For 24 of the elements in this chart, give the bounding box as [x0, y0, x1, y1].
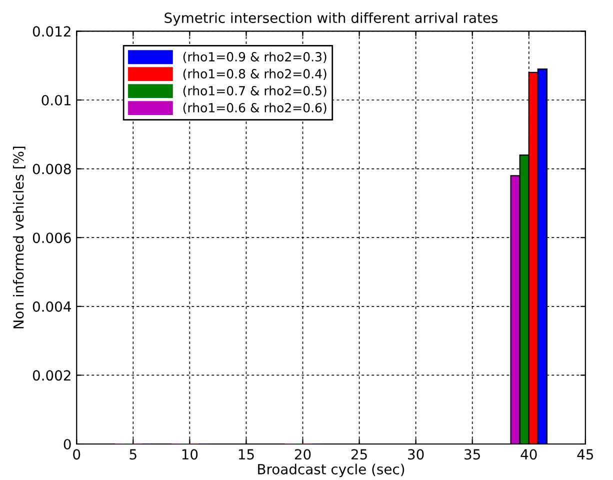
x-tick-label: 0 — [73, 449, 80, 460]
y-axis-title: Non informed vehicles [%] — [13, 146, 26, 328]
x-tick-label: 10 — [182, 449, 198, 460]
y-tick-label: 0.01 — [42, 94, 70, 106]
y-tick-label: 0.012 — [32, 26, 70, 37]
x-tick-label: 15 — [238, 449, 254, 460]
chart-title: Symetric intersection with different arrival rates — [164, 12, 498, 26]
x-tick-label: 35 — [464, 449, 480, 460]
x-tick-label: 30 — [408, 449, 424, 460]
y-tick-label: 0.008 — [32, 164, 71, 174]
x-tick-label: 40 — [520, 449, 537, 460]
legend-label: (rho1=0.9 & rho2=0.3) — [183, 52, 326, 63]
legend-label: (rho1=0.8 & rho2=0.4) — [183, 68, 326, 80]
y-tick-label: 0.002 — [32, 370, 70, 381]
legend-label: (rho1=0.6 & rho2=0.6) — [183, 102, 326, 114]
x-tick-label: 25 — [351, 449, 367, 460]
x-tick-label: 20 — [294, 449, 311, 460]
y-tick-label: 0 — [64, 438, 71, 450]
legend-label: (rho1=0.7 & rho2=0.5) — [183, 86, 326, 97]
x-tick-label: 45 — [577, 449, 594, 460]
y-tick-label: 0.006 — [32, 232, 71, 244]
x-tick-label: 5 — [130, 449, 136, 460]
y-tick-label: 0.004 — [32, 301, 71, 312]
x-axis-title: Broadcast cycle (sec) — [258, 464, 404, 478]
